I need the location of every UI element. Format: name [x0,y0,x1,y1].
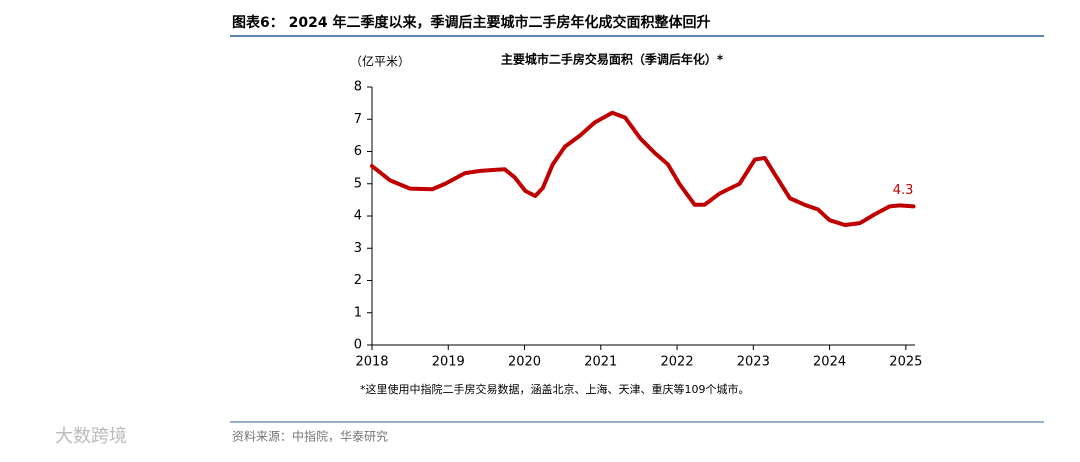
y-tick-label: 1 [354,305,362,320]
x-tick-label: 2025 [889,355,922,370]
chart-title: 主要城市二手房交易面积（季调后年化）* [501,52,724,67]
y-axis-label: （亿平米） [350,54,410,69]
y-tick-label: 7 [354,112,362,127]
y-tick-label: 8 [354,80,362,95]
y-tick-label: 2 [354,273,362,288]
figure-title: 图表6： 2024 年二季度以来，季调后主要城市二手房年化成交面积整体回升 [232,14,710,31]
y-tick-label: 3 [354,241,362,256]
y-tick-label: 5 [354,176,362,191]
x-tick-label: 2018 [355,355,388,370]
x-tick-label: 2023 [737,355,770,370]
y-tick-label: 6 [354,144,362,159]
data-label: 4.3 [893,183,914,198]
y-tick-label: 0 [354,338,362,353]
watermark: 大数跨境 [55,426,127,447]
x-tick-label: 2019 [432,355,465,370]
x-tick-label: 2021 [584,355,617,370]
x-tick-label: 2022 [661,355,694,370]
note: *这里使用中指院二手房交易数据，涵盖北京、上海、天津、重庆等109个城市。 [360,382,750,396]
source: 资料来源：中指院，华泰研究 [232,429,388,444]
x-tick-label: 2024 [813,355,846,370]
y-tick-label: 4 [354,209,362,224]
x-tick-label: 2020 [508,355,541,370]
line-series [370,110,916,228]
